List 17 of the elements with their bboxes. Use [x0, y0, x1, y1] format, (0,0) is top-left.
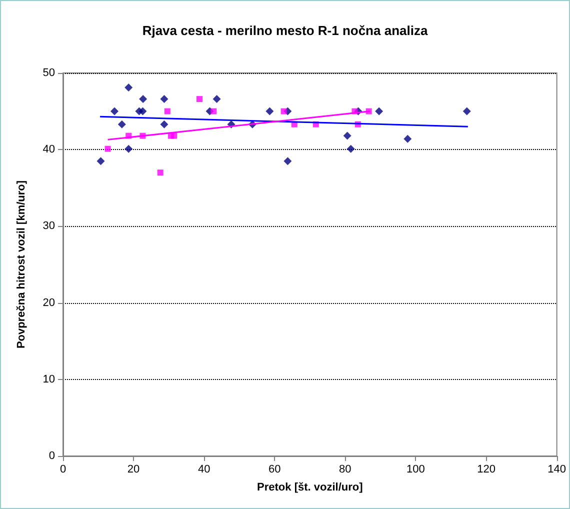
x-tick-label: 100: [406, 464, 425, 476]
y-tick-label: 0: [48, 450, 55, 462]
y-tick-label: 40: [42, 144, 55, 156]
x-tick-label: 0: [60, 464, 66, 476]
x-tick-label: 60: [268, 464, 281, 476]
y-tick-label: 10: [42, 373, 55, 386]
x-tick-label: 140: [548, 464, 566, 476]
y-tick-label: 30: [42, 220, 55, 232]
y-axis-title: Povprečna hitrost vozil [km/uro]: [16, 180, 28, 349]
x-tick-label: 20: [127, 464, 140, 476]
x-tick-label: 120: [477, 464, 496, 476]
chart-title: Rjava cesta - merilno mesto R-1 nočna analiza: [142, 23, 428, 38]
x-axis-title: Pretok [št. vozil/uro]: [257, 482, 364, 494]
x-tick-label: 80: [339, 464, 352, 476]
y-tick-label: 20: [42, 296, 55, 309]
x-tick-label: 40: [198, 464, 210, 476]
y-tick-label: 50: [42, 67, 55, 79]
